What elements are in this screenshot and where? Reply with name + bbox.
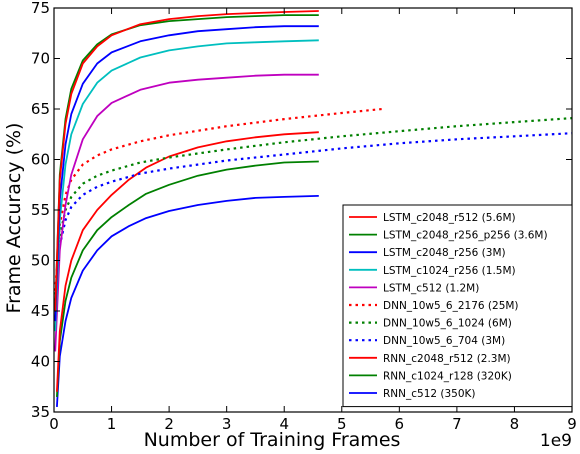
legend-label-dnn-10w5-6-704-3m: DNN_10w5_6_704 (3M) (383, 335, 505, 347)
legend-label-lstm-c512-1-2m: LSTM_c512 (1.2M) (383, 282, 479, 294)
x-tick-label: 8 (510, 415, 520, 433)
y-tick-label: 70 (31, 50, 50, 68)
legend-label-rnn-c1024-r128-320k: RNN_c1024_r128 (320K) (383, 370, 512, 382)
x-tick-label: 2 (164, 415, 174, 433)
x-tick-label: 5 (337, 415, 347, 433)
legend-label-rnn-c2048-r512-2-3m: RNN_c2048_r512 (2.3M) (383, 353, 511, 365)
series-line-lstm-c512-1-2m (54, 73, 319, 352)
x-tick-label: 6 (395, 415, 405, 433)
y-tick-label: 65 (31, 100, 50, 118)
x-tick-label: 0 (49, 415, 59, 433)
y-tick-label: 75 (31, 0, 50, 17)
series-line-rnn-c1024-r128-320k (56, 160, 319, 397)
y-tick-label: 55 (31, 201, 50, 219)
series-line-lstm-c2048-r256-3m (54, 25, 319, 322)
x-tick-label: 1 (107, 415, 117, 433)
x-tick-label: 4 (279, 415, 289, 433)
legend-box (342, 204, 573, 408)
series-line-lstm-c2048-r512-5-6m (54, 10, 319, 312)
x-axis-label: Number of Training Frames (144, 429, 401, 451)
series-line-dnn-10w5-6-1024-6m (54, 117, 572, 301)
x-tick-label: 3 (222, 415, 232, 433)
y-tick-label: 35 (31, 403, 50, 421)
y-tick-label: 45 (31, 302, 50, 320)
legend-label-lstm-c2048-r256-3m: LSTM_c2048_r256 (3M) (383, 247, 506, 259)
legend-label-dnn-10w5-6-1024-6m: DNN_10w5_6_1024 (6M) (383, 318, 512, 330)
legend-label-dnn-10w5-6-2176-25m: DNN_10w5_6_2176 (25M) (383, 300, 519, 312)
series-line-lstm-c1024-r256-1-5m (54, 39, 319, 332)
legend-label-rnn-c512-350k: RNN_c512 (350K) (383, 388, 476, 400)
legend-label-lstm-c2048-r256-p256-3-6m: LSTM_c2048_r256_p256 (3.6M) (383, 230, 548, 242)
series-line-rnn-c2048-r512-2-3m (56, 131, 319, 392)
x-tick-label: 7 (452, 415, 462, 433)
series-layer (54, 10, 572, 407)
legend-label-lstm-c1024-r256-1-5m: LSTM_c1024_r256 (1.5M) (383, 265, 516, 277)
series-line-dnn-10w5-6-2176-25m (54, 107, 383, 291)
y-tick-label: 50 (31, 252, 50, 270)
x-tick-label: 9 (567, 415, 577, 433)
y-axis-label: Frame Accuracy (%) (3, 123, 25, 314)
y-tick-label: 40 (31, 353, 50, 371)
y-tick-label: 60 (31, 151, 50, 169)
legend-label-lstm-c2048-r512-5-6m: LSTM_c2048_r512 (5.6M) (383, 212, 516, 224)
legend: LSTM_c2048_r512 (5.6M) LSTM_c2048_r256_p2… (342, 204, 573, 408)
series-line-rnn-c512-350k (56, 195, 319, 407)
x-axis-multiplier: 1e9 (540, 431, 572, 451)
series-line-dnn-10w5-6-704-3m (54, 132, 572, 312)
